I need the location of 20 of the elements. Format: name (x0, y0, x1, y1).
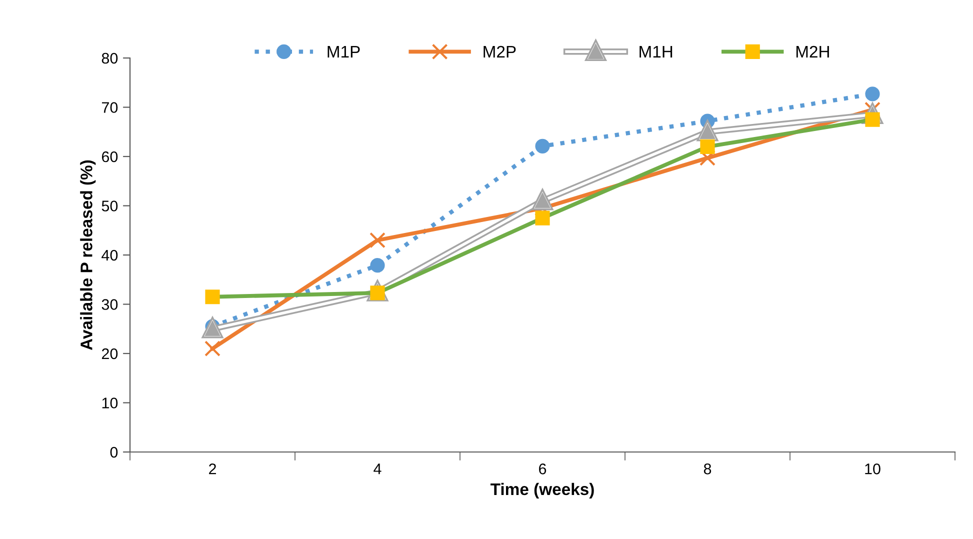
legend-label: M2H (796, 46, 829, 58)
x-axis-title: Time (weeks) (490, 482, 594, 498)
y-tick-label: 20 (102, 348, 118, 360)
legend-label: M2P (484, 46, 516, 58)
y-tick-label: 60 (102, 151, 118, 162)
y-tick-label: 0 (110, 446, 118, 458)
legend-label: M1P (328, 46, 360, 58)
y-tick-label: 10 (102, 398, 118, 408)
x-tick-label: 10 (865, 464, 880, 474)
y-axis-title: Available P released (%) (80, 160, 96, 350)
legend-label: M1H (640, 46, 672, 58)
x-tick-label: 2 (209, 464, 216, 474)
y-tick-label: 70 (102, 102, 118, 113)
y-tick-label: 40 (102, 250, 118, 261)
y-tick-label: 30 (102, 299, 118, 310)
x-tick-label: 8 (704, 464, 712, 474)
y-tick-label: 50 (102, 200, 118, 212)
x-tick-label: 4 (374, 464, 382, 474)
x-tick-label: 6 (539, 464, 546, 474)
y-tick-label: 80 (102, 52, 118, 64)
